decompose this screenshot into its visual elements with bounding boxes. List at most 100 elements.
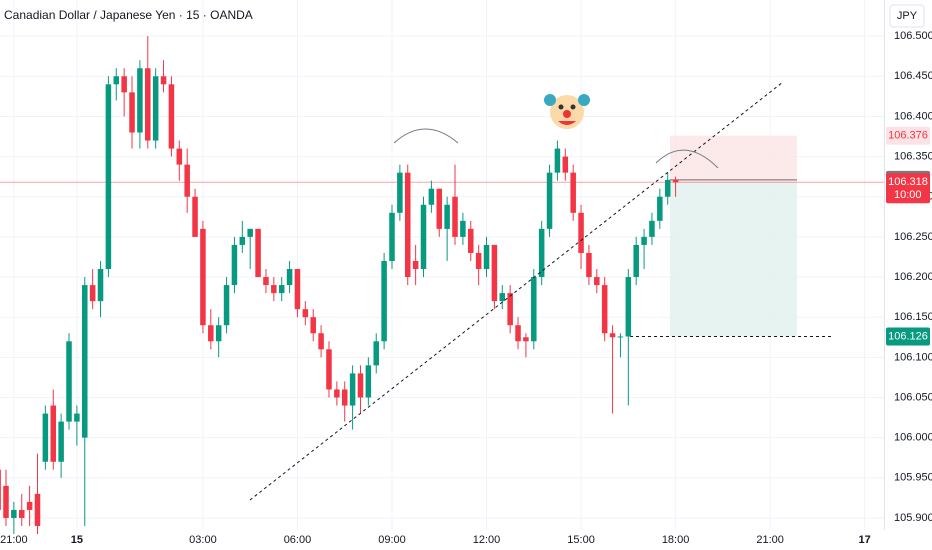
candle-body xyxy=(657,196,663,221)
candle-body xyxy=(58,421,64,462)
candle-body xyxy=(263,277,269,286)
candle-body xyxy=(420,204,427,270)
candle-body xyxy=(3,485,9,518)
position-box xyxy=(0,135,885,337)
candle-body xyxy=(460,220,466,237)
candle-body xyxy=(444,204,450,229)
arc xyxy=(655,149,719,169)
candle-body xyxy=(672,179,679,183)
chart-title: Canadian Dollar / Japanese Yen · 15 · OA… xyxy=(4,8,253,22)
candle-body xyxy=(318,333,324,350)
price-label-box xyxy=(886,126,930,145)
candle-body xyxy=(184,164,190,197)
price-label-box xyxy=(886,327,930,346)
candle-body xyxy=(507,293,513,326)
x-tick-label: 21:00 xyxy=(756,534,784,546)
candle-body xyxy=(562,156,569,173)
candle-body xyxy=(74,413,80,422)
candle-body xyxy=(546,172,553,229)
candle-body xyxy=(515,325,521,342)
candle-body xyxy=(381,260,387,342)
y-tick-label: 106.150 xyxy=(894,311,932,323)
candle-body xyxy=(436,188,443,229)
currency[interactable]: JPY xyxy=(897,10,918,22)
candle-body xyxy=(176,148,183,165)
price-axis xyxy=(884,0,932,550)
price-label: 106.376 xyxy=(888,130,928,142)
arc xyxy=(393,128,459,144)
candle-body xyxy=(531,277,537,342)
price-label: 106.318 xyxy=(888,176,928,188)
candle-body xyxy=(34,493,41,526)
x-tick-label: 21:00 xyxy=(0,534,28,546)
candle-body xyxy=(483,244,490,270)
x-tick-label: 09:00 xyxy=(378,534,406,546)
target-zone xyxy=(670,182,797,337)
candles xyxy=(0,36,679,535)
candle-body xyxy=(649,220,655,237)
candle-body xyxy=(617,336,624,338)
candle-body xyxy=(231,244,238,286)
clown-icon xyxy=(544,94,590,129)
y-tick-label: 106.350 xyxy=(894,150,932,162)
candle-body xyxy=(97,269,104,302)
candle-body xyxy=(66,341,72,422)
candle-body xyxy=(294,269,301,310)
candle-body xyxy=(152,76,159,141)
candle-body xyxy=(578,212,584,253)
candle-body xyxy=(137,68,143,133)
candle-body xyxy=(50,405,57,462)
candle-body xyxy=(302,309,309,318)
x-tick-label: 15:00 xyxy=(567,534,595,546)
candle-body xyxy=(334,389,340,398)
y-tick-label: 106.200 xyxy=(894,271,932,283)
candle-body xyxy=(428,188,435,205)
candle-body xyxy=(11,509,17,518)
currency-box[interactable] xyxy=(889,4,925,28)
candle-body xyxy=(89,285,96,302)
candle-body xyxy=(341,389,348,406)
x-tick-label: 03:00 xyxy=(189,534,217,546)
candle-body xyxy=(404,172,411,278)
candle-body xyxy=(105,84,112,270)
candle-body xyxy=(286,269,293,286)
candle-body xyxy=(326,349,332,390)
x-tick-label: 17 xyxy=(859,534,871,546)
x-tick-label: 12:00 xyxy=(473,534,501,546)
candle-body xyxy=(192,196,198,237)
candle-body xyxy=(609,333,616,338)
candle-body xyxy=(310,317,316,334)
candle-body xyxy=(586,252,592,278)
y-tick-label: 105.950 xyxy=(894,472,932,484)
stop-zone xyxy=(670,135,797,183)
candle-body xyxy=(271,285,277,294)
candle-body xyxy=(389,212,395,261)
y-tick-label: 106.000 xyxy=(894,432,932,444)
y-tick-label: 105.900 xyxy=(894,512,932,524)
candle-body xyxy=(18,509,25,518)
candle-body xyxy=(554,148,561,173)
x-tick-label: 06:00 xyxy=(284,534,312,546)
candle-body xyxy=(523,337,529,342)
candle-body xyxy=(633,244,639,278)
candle-body xyxy=(625,277,632,337)
candle-body xyxy=(168,84,175,149)
candle-body xyxy=(42,413,49,462)
candle-body xyxy=(145,68,151,141)
y-tick-label: 106.050 xyxy=(894,391,932,403)
candle-body xyxy=(82,285,88,438)
y-tick-label: 106.400 xyxy=(894,110,932,122)
candle-body xyxy=(491,244,498,302)
candle-body xyxy=(26,501,33,510)
x-tick-label: 18:00 xyxy=(662,534,690,546)
candle-body xyxy=(215,325,222,342)
price-label-box xyxy=(886,173,930,204)
candle-body xyxy=(365,365,372,398)
candle-body xyxy=(113,76,120,85)
candle-body xyxy=(468,228,474,253)
candle-body xyxy=(160,76,167,85)
candle-body xyxy=(200,228,206,326)
candle-body xyxy=(452,196,458,237)
candle-body xyxy=(475,252,482,270)
